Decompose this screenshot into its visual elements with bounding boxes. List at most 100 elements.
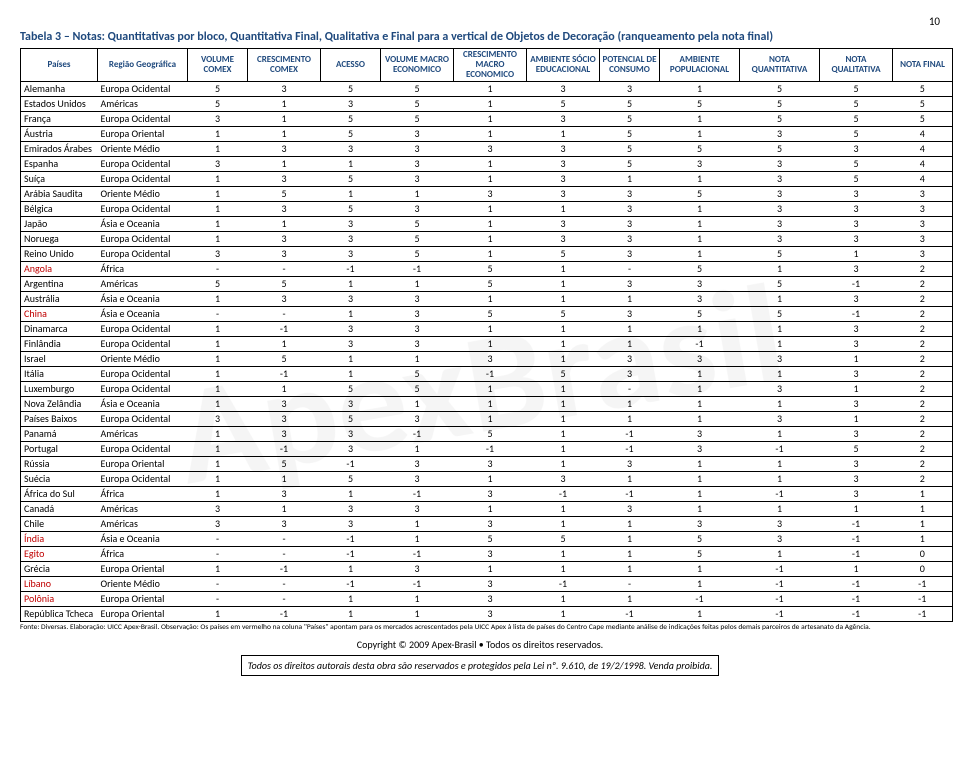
table-cell: 1 [740, 546, 820, 561]
table-cell: - [248, 261, 321, 276]
table-cell: 3 [660, 351, 740, 366]
table-cell: 3 [321, 216, 381, 231]
table-cell: 3 [527, 231, 600, 246]
table-cell: 5 [321, 411, 381, 426]
table-row: LíbanoOriente Médio---1-13-1-1-1-1-1 [21, 576, 953, 591]
table-cell: 3 [527, 471, 600, 486]
table-cell: 3 [381, 126, 454, 141]
table-cell: 1 [660, 216, 740, 231]
table-cell: 5 [248, 186, 321, 201]
table-cell: 1 [527, 336, 600, 351]
table-cell: Suécia [21, 471, 98, 486]
table-cell: -1 [820, 276, 893, 291]
table-row: AustráliaÁsia e Oceania13331113132 [21, 291, 953, 306]
table-cell: 2 [893, 381, 953, 396]
table-cell: Polônia [21, 591, 98, 606]
table-cell: 5 [893, 96, 953, 111]
table-cell: -1 [893, 606, 953, 621]
table-row: NoruegaEuropa Ocidental13351331333 [21, 231, 953, 246]
th-acesso: ACESSO [321, 49, 381, 82]
table-cell: 3 [321, 96, 381, 111]
table-cell: 3 [740, 186, 820, 201]
table-cell: Israel [21, 351, 98, 366]
table-cell: 3 [740, 351, 820, 366]
table-cell: Europa Oriental [98, 606, 188, 621]
table-cell: 5 [321, 381, 381, 396]
table-cell: Europa Ocidental [98, 441, 188, 456]
table-cell: 3 [660, 426, 740, 441]
table-cell: 5 [321, 126, 381, 141]
table-cell: Índia [21, 531, 98, 546]
table-cell: 3 [740, 381, 820, 396]
table-cell: 1 [660, 171, 740, 186]
table-cell: 1 [381, 591, 454, 606]
table-cell: 5 [321, 111, 381, 126]
table-row: ArgentinaAméricas551151335-12 [21, 276, 953, 291]
table-cell: 1 [660, 486, 740, 501]
table-cell: 5 [820, 156, 893, 171]
table-cell: 1 [188, 366, 248, 381]
table-cell: 5 [527, 96, 600, 111]
table-cell: 1 [188, 126, 248, 141]
table-cell: Finlândia [21, 336, 98, 351]
table-row: DinamarcaEuropa Ocidental1-1331111132 [21, 321, 953, 336]
table-cell: -1 [600, 441, 660, 456]
table-cell: Nova Zelândia [21, 396, 98, 411]
table-cell: 3 [600, 231, 660, 246]
table-cell: -1 [740, 561, 820, 576]
table-cell: 5 [454, 531, 527, 546]
table-cell: Europa Ocidental [98, 201, 188, 216]
table-cell: 5 [381, 246, 454, 261]
table-cell: 3 [527, 141, 600, 156]
table-cell: Europa Ocidental [98, 381, 188, 396]
table-cell: 1 [381, 276, 454, 291]
table-row: FinlândiaEuropa Ocidental1133111-1132 [21, 336, 953, 351]
table-cell: 1 [527, 456, 600, 471]
table-cell: 1 [740, 396, 820, 411]
table-cell: 1 [188, 336, 248, 351]
table-cell: Europa Oriental [98, 561, 188, 576]
footer-disclaimer: Todos os direitos autorais desta obra sã… [241, 655, 720, 676]
table-cell: 3 [740, 216, 820, 231]
table-cell: 5 [600, 111, 660, 126]
table-cell: -1 [820, 576, 893, 591]
table-cell: 1 [188, 171, 248, 186]
table-cell: 1 [454, 471, 527, 486]
table-cell: 1 [820, 411, 893, 426]
table-cell: - [248, 306, 321, 321]
table-cell: 1 [188, 381, 248, 396]
table-cell: 5 [248, 276, 321, 291]
table-row: ÍndiaÁsia e Oceania---1155153-11 [21, 531, 953, 546]
table-cell: 3 [893, 186, 953, 201]
table-cell: Europa Ocidental [98, 411, 188, 426]
table-cell: 5 [740, 306, 820, 321]
table-cell: 3 [820, 336, 893, 351]
table-cell: 1 [527, 291, 600, 306]
table-cell: 3 [740, 516, 820, 531]
table-cell: 3 [381, 156, 454, 171]
table-cell: 1 [740, 366, 820, 381]
table-cell: 3 [321, 396, 381, 411]
table-cell: -1 [893, 576, 953, 591]
table-cell: Américas [98, 276, 188, 291]
table-cell: 3 [454, 456, 527, 471]
table-cell: Américas [98, 96, 188, 111]
table-cell: 3 [321, 336, 381, 351]
table-cell: Alemanha [21, 81, 98, 96]
table-cell: 3 [600, 186, 660, 201]
th-potencial: POTENCIAL DE CONSUMO [600, 49, 660, 82]
table-cell: Europa Ocidental [98, 171, 188, 186]
table-cell: 3 [248, 231, 321, 246]
table-cell: 1 [600, 321, 660, 336]
table-cell: 5 [660, 261, 740, 276]
table-cell: -1 [321, 546, 381, 561]
table-cell: -1 [248, 606, 321, 621]
table-cell: -1 [381, 576, 454, 591]
table-cell: 5 [454, 261, 527, 276]
table-cell: -1 [454, 366, 527, 381]
table-cell: França [21, 111, 98, 126]
table-cell: 1 [740, 261, 820, 276]
table-cell: 1 [188, 561, 248, 576]
table-cell: Europa Oriental [98, 126, 188, 141]
table-cell: 3 [454, 546, 527, 561]
